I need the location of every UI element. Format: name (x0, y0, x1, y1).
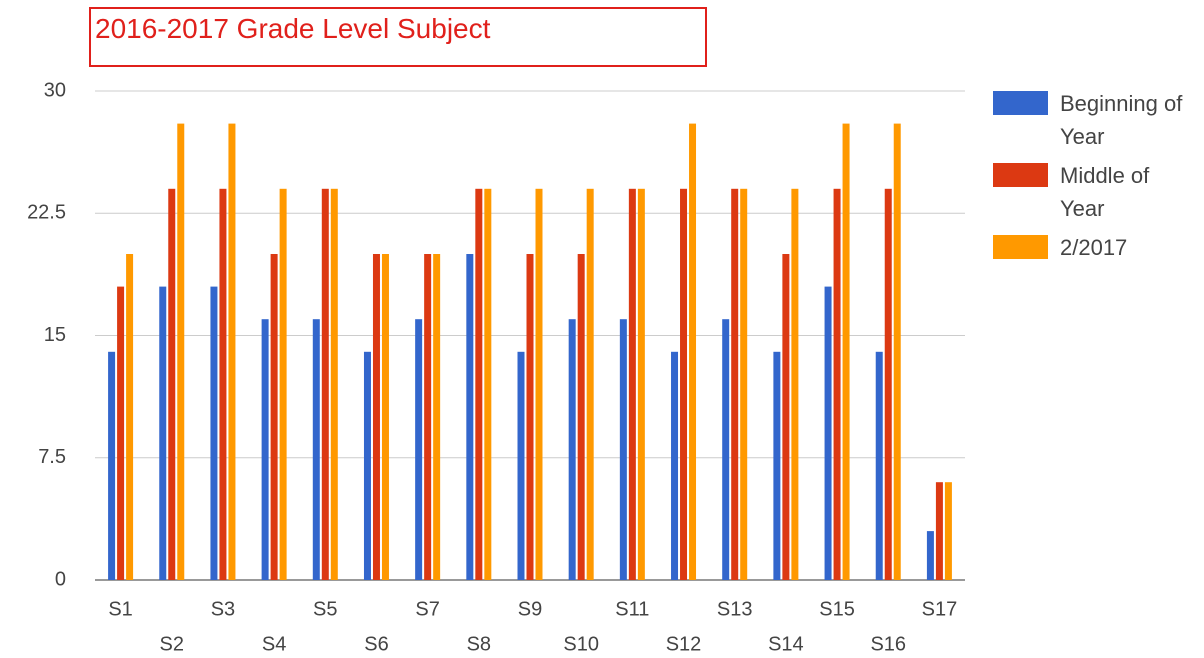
legend-label: Beginning of Year (1060, 91, 1183, 149)
bar (637, 188, 645, 581)
bar (773, 351, 781, 580)
bar (433, 254, 441, 580)
bar (108, 351, 116, 580)
x-tick-label: S11 (615, 598, 649, 620)
bar (842, 123, 850, 580)
bar (117, 286, 125, 580)
bar (159, 286, 167, 580)
x-tick-label: S15 (819, 598, 855, 620)
bar (526, 254, 534, 580)
bar (926, 531, 934, 580)
bar (517, 351, 525, 580)
x-tick-label: S10 (563, 633, 599, 655)
bar (475, 188, 483, 581)
x-tick-label: S14 (768, 633, 804, 655)
bar (671, 351, 679, 580)
bar (270, 254, 278, 580)
bar (381, 254, 389, 580)
x-tick-label: S7 (415, 598, 439, 620)
legend-swatch (993, 91, 1048, 115)
x-tick-label: S5 (313, 598, 337, 620)
bar (884, 188, 892, 581)
bar (228, 123, 236, 580)
x-tick-label: S12 (666, 633, 702, 655)
y-tick-label: 15 (44, 324, 66, 346)
legend-entry: 2/2017 (993, 235, 1198, 264)
bar (782, 254, 790, 580)
bar (935, 482, 943, 580)
bar (535, 188, 543, 581)
bar (586, 188, 594, 581)
bar (740, 188, 748, 581)
bar (893, 123, 901, 580)
legend-label: 2/2017 (1060, 235, 1128, 260)
bar (372, 254, 380, 580)
bar (330, 188, 338, 581)
x-tick-label: S2 (160, 633, 184, 655)
bar (210, 286, 218, 580)
bar (628, 188, 636, 581)
bar (731, 188, 739, 581)
y-tick-label: 0 (55, 568, 66, 590)
bar (466, 254, 474, 580)
legend: Beginning of Year Middle of Year 2/2017 (993, 91, 1198, 274)
y-tick-label: 30 (44, 79, 66, 101)
bar (484, 188, 492, 581)
x-tick-label: S4 (262, 633, 286, 655)
legend-entry: Beginning of Year (993, 91, 1198, 153)
bar (219, 188, 227, 581)
x-tick-label: S6 (364, 633, 388, 655)
x-tick-label: S13 (717, 598, 753, 620)
bar (689, 123, 697, 580)
chart-title: 2016-2017 Grade Level Subject (95, 13, 491, 44)
bar (279, 188, 287, 581)
legend-entry: Middle of Year (993, 163, 1198, 225)
bar (722, 319, 730, 580)
bar (177, 123, 185, 580)
bar (680, 188, 688, 581)
bar (875, 351, 883, 580)
x-tick-label: S17 (922, 598, 958, 620)
x-tick-label: S3 (211, 598, 235, 620)
bar (824, 286, 832, 580)
x-tick-label: S8 (467, 633, 491, 655)
bar (791, 188, 799, 581)
bar (619, 319, 627, 580)
bar (415, 319, 423, 580)
bar (126, 254, 134, 580)
y-tick-label: 22.5 (27, 202, 66, 224)
bar (424, 254, 432, 580)
legend-label: Middle of Year (1060, 163, 1150, 221)
title-box: 2016-2017 Grade Level Subject (89, 7, 707, 67)
bar (833, 188, 841, 581)
legend-swatch (993, 163, 1048, 187)
bar (363, 351, 371, 580)
bar (168, 188, 176, 581)
x-tick-label: S1 (108, 598, 132, 620)
bar (568, 319, 576, 580)
x-tick-label: S16 (870, 633, 906, 655)
x-tick-label: S9 (518, 598, 542, 620)
legend-swatch (993, 235, 1048, 259)
bar (261, 319, 269, 580)
bar (944, 482, 952, 580)
bar (312, 319, 320, 580)
bar (321, 188, 329, 581)
y-tick-label: 7.5 (38, 446, 66, 468)
bar (577, 254, 585, 580)
